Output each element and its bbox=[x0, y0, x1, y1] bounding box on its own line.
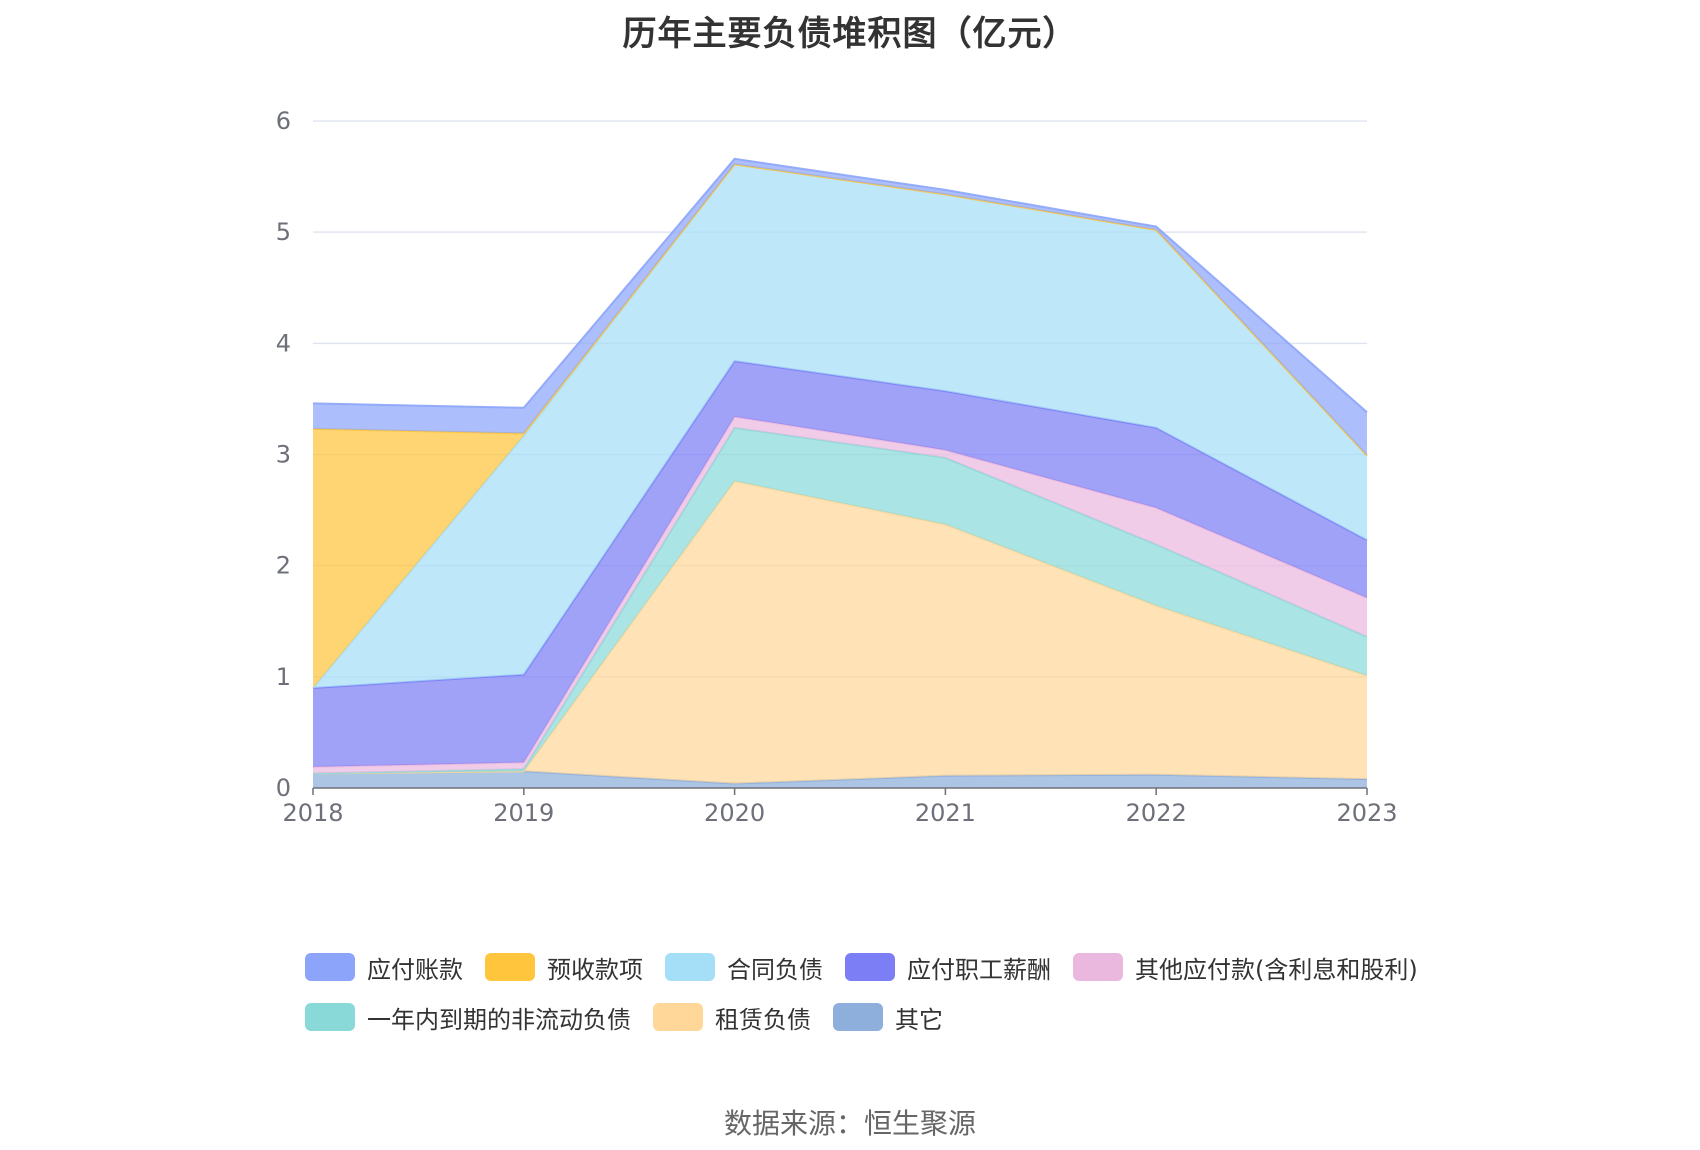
legend-item-5[interactable]: 一年内到期的非流动负债 bbox=[305, 1000, 631, 1034]
y-tick-label: 4 bbox=[276, 329, 291, 357]
legend-swatch bbox=[485, 953, 535, 981]
legend-swatch bbox=[305, 1003, 355, 1031]
legend-item-6[interactable]: 租赁负债 bbox=[653, 1000, 811, 1034]
area-series-7 bbox=[313, 158, 1367, 456]
y-tick-label: 2 bbox=[276, 552, 291, 580]
legend-item-3[interactable]: 应付职工薪酬 bbox=[845, 950, 1051, 984]
legend-swatch bbox=[653, 1003, 703, 1031]
y-tick-label: 0 bbox=[276, 774, 291, 802]
x-tick-label: 2019 bbox=[493, 799, 554, 827]
x-tick-label: 2022 bbox=[1126, 799, 1187, 827]
legend-swatch bbox=[665, 953, 715, 981]
y-tick-label: 3 bbox=[276, 441, 291, 469]
legend-label: 租赁负债 bbox=[715, 1005, 811, 1034]
axes: 0 1 2 3 4 5 6 2018 2019 2020 2021 2022 2023 bbox=[276, 107, 1398, 827]
legend-item-1[interactable]: 预收款项 bbox=[485, 950, 643, 984]
legend-item-4[interactable]: 其他应付款(含利息和股利) bbox=[1073, 950, 1418, 984]
legend-label: 合同负债 bbox=[727, 955, 823, 984]
legend: 应付账款 预收款项 合同负债 应付职工薪酬 其他应付款(含利息和股利) 一年内到期的非流动… bbox=[305, 950, 1455, 1034]
chart-title: 历年主要负债堆积图（亿元） bbox=[622, 14, 1078, 54]
x-tick-label: 2021 bbox=[915, 799, 976, 827]
legend-item-0[interactable]: 应付账款 bbox=[305, 950, 463, 984]
legend-label: 应付职工薪酬 bbox=[907, 955, 1051, 984]
stacked-area-chart: 0 1 2 3 4 5 6 2018 2019 2020 2021 2022 2023 bbox=[276, 107, 1398, 827]
data-source-note: 数据来源：恒生聚源 bbox=[723, 1107, 976, 1140]
area-series-3 bbox=[313, 416, 1367, 774]
area-series-1 bbox=[313, 481, 1367, 784]
x-tick-label: 2018 bbox=[282, 799, 343, 827]
area-series-4 bbox=[313, 361, 1367, 767]
legend-swatch bbox=[1073, 953, 1123, 981]
legend-label: 一年内到期的非流动负债 bbox=[367, 1005, 631, 1034]
legend-label: 其他应付款(含利息和股利) bbox=[1135, 955, 1418, 984]
series-top-line-7 bbox=[312, 157, 1368, 414]
area-series-5 bbox=[313, 164, 1367, 688]
y-tick-label: 6 bbox=[276, 107, 291, 135]
legend-label: 应付账款 bbox=[367, 955, 463, 984]
legend-swatch bbox=[833, 1003, 883, 1031]
y-tick-label: 5 bbox=[276, 218, 291, 246]
x-tick-label: 2020 bbox=[704, 799, 765, 827]
legend-item-7[interactable]: 其它 bbox=[833, 1000, 943, 1034]
legend-swatch bbox=[845, 953, 895, 981]
y-tick-label: 1 bbox=[276, 663, 291, 691]
area-series-2 bbox=[313, 427, 1367, 774]
area-series-layer bbox=[312, 157, 1368, 788]
legend-label: 其它 bbox=[895, 1005, 943, 1034]
legend-item-2[interactable]: 合同负债 bbox=[665, 950, 823, 984]
legend-label: 预收款项 bbox=[547, 955, 643, 984]
legend-swatch bbox=[305, 953, 355, 981]
x-tick-label: 2023 bbox=[1336, 799, 1397, 827]
